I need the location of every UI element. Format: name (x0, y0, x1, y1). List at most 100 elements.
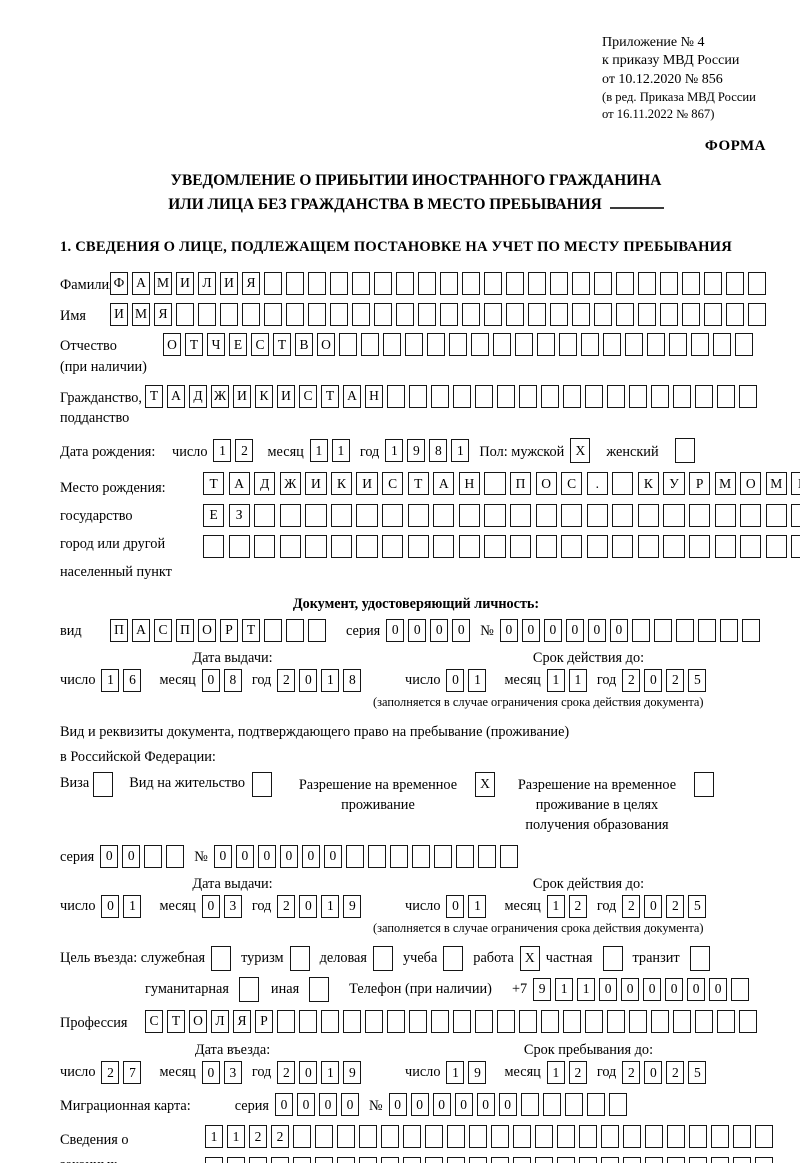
form-cell[interactable] (396, 302, 414, 326)
form-cell[interactable]: К (255, 384, 273, 408)
form-cell[interactable] (345, 844, 364, 868)
form-cell[interactable] (359, 1156, 377, 1163)
form-cell[interactable] (528, 271, 546, 295)
form-cell[interactable]: 2 (666, 894, 685, 918)
form-cell[interactable]: 0 (687, 977, 706, 1001)
form-cell[interactable] (443, 945, 464, 971)
form-cell[interactable] (211, 945, 232, 971)
form-cell[interactable] (735, 333, 753, 357)
form-cell[interactable] (433, 503, 455, 527)
form-cell[interactable]: Я (242, 271, 260, 295)
residence-permit-checkbox[interactable] (251, 771, 272, 797)
form-cell[interactable]: 0 (297, 1093, 315, 1117)
form-cell[interactable]: Т (321, 384, 339, 408)
form-cell[interactable]: Р (255, 1009, 273, 1033)
form-cell[interactable] (791, 503, 800, 527)
form-cell[interactable]: В (295, 333, 313, 357)
form-cell[interactable] (458, 503, 480, 527)
form-cell[interactable] (572, 271, 590, 295)
form-cell[interactable] (689, 945, 710, 971)
form-cell[interactable] (748, 302, 766, 326)
form-cell[interactable] (228, 535, 250, 559)
form-cell[interactable] (509, 535, 532, 559)
form-cell[interactable]: . (586, 472, 608, 496)
form-cell[interactable]: 1 (321, 894, 340, 918)
form-cell[interactable]: 2 (666, 1061, 685, 1085)
form-cell[interactable]: 0 (499, 618, 518, 642)
form-cell[interactable] (271, 1156, 289, 1163)
purpose-business-checkbox[interactable] (372, 945, 393, 971)
form-cell[interactable]: С (145, 1009, 163, 1033)
form-cell[interactable]: X (519, 945, 540, 971)
form-cell[interactable] (286, 302, 304, 326)
form-cell[interactable]: Н (458, 472, 480, 496)
form-cell[interactable] (682, 302, 700, 326)
form-cell[interactable]: Я (233, 1009, 251, 1033)
form-cell[interactable]: С (251, 333, 269, 357)
form-cell[interactable]: 0 (644, 1061, 663, 1085)
form-cell[interactable]: И (176, 271, 194, 295)
form-cell[interactable] (220, 302, 238, 326)
form-cell[interactable]: 9 (343, 1061, 362, 1085)
form-cell[interactable] (673, 1009, 691, 1033)
form-cell[interactable]: 6 (123, 668, 142, 692)
form-cell[interactable] (299, 1009, 317, 1033)
form-cell[interactable] (669, 333, 687, 357)
form-cell[interactable] (689, 1125, 707, 1149)
form-cell[interactable]: Е (229, 333, 247, 357)
form-cell[interactable] (286, 271, 304, 295)
form-cell[interactable] (714, 535, 736, 559)
form-cell[interactable] (427, 333, 445, 357)
form-cell[interactable] (509, 503, 532, 527)
form-cell[interactable]: 0 (201, 894, 220, 918)
form-cell[interactable]: X (570, 438, 591, 464)
form-cell[interactable]: 1 (309, 439, 328, 463)
form-cell[interactable] (638, 271, 656, 295)
form-cell[interactable]: 1 (227, 1125, 245, 1149)
form-cell[interactable]: 0 (498, 1093, 517, 1117)
form-cell[interactable] (726, 302, 744, 326)
form-cell[interactable] (374, 302, 392, 326)
form-cell[interactable]: 1 (101, 668, 120, 692)
form-cell[interactable]: У (663, 472, 685, 496)
form-cell[interactable] (513, 1156, 531, 1163)
form-cell[interactable]: 0 (643, 977, 662, 1001)
form-cell[interactable] (453, 1009, 471, 1033)
form-cell[interactable] (433, 844, 452, 868)
form-cell[interactable]: 0 (609, 618, 628, 642)
form-cell[interactable] (667, 1156, 685, 1163)
form-cell[interactable]: 0 (235, 844, 254, 868)
form-cell[interactable]: М (132, 302, 150, 326)
form-cell[interactable]: И (305, 472, 327, 496)
form-cell[interactable]: 2 (277, 894, 296, 918)
form-cell[interactable] (484, 503, 506, 527)
form-cell[interactable] (513, 1125, 531, 1149)
form-cell[interactable] (733, 1156, 751, 1163)
form-cell[interactable] (321, 1009, 339, 1033)
form-cell[interactable]: О (535, 472, 557, 496)
form-cell[interactable]: 9 (407, 439, 426, 463)
form-cell[interactable] (586, 1093, 605, 1117)
form-cell[interactable] (506, 271, 524, 295)
form-cell[interactable]: Ф (110, 271, 128, 295)
form-cell[interactable] (623, 1125, 641, 1149)
form-cell[interactable]: 0 (665, 977, 684, 1001)
form-cell[interactable] (731, 977, 750, 1001)
form-cell[interactable] (387, 1009, 405, 1033)
purpose-other-checkbox[interactable] (309, 976, 330, 1002)
form-cell[interactable] (403, 1156, 421, 1163)
form-cell[interactable] (458, 535, 480, 559)
form-cell[interactable]: 0 (341, 1093, 359, 1117)
form-cell[interactable] (484, 271, 502, 295)
form-cell[interactable] (431, 384, 449, 408)
form-cell[interactable] (411, 844, 430, 868)
form-cell[interactable] (647, 333, 665, 357)
form-cell[interactable] (387, 384, 405, 408)
temp-permit-checkbox[interactable]: X (474, 771, 495, 797)
form-cell[interactable] (382, 503, 404, 527)
form-cell[interactable] (755, 1156, 773, 1163)
form-cell[interactable]: О (163, 333, 181, 357)
form-cell[interactable]: 0 (430, 618, 449, 642)
form-cell[interactable] (601, 1125, 619, 1149)
form-cell[interactable]: 0 (476, 1093, 495, 1117)
